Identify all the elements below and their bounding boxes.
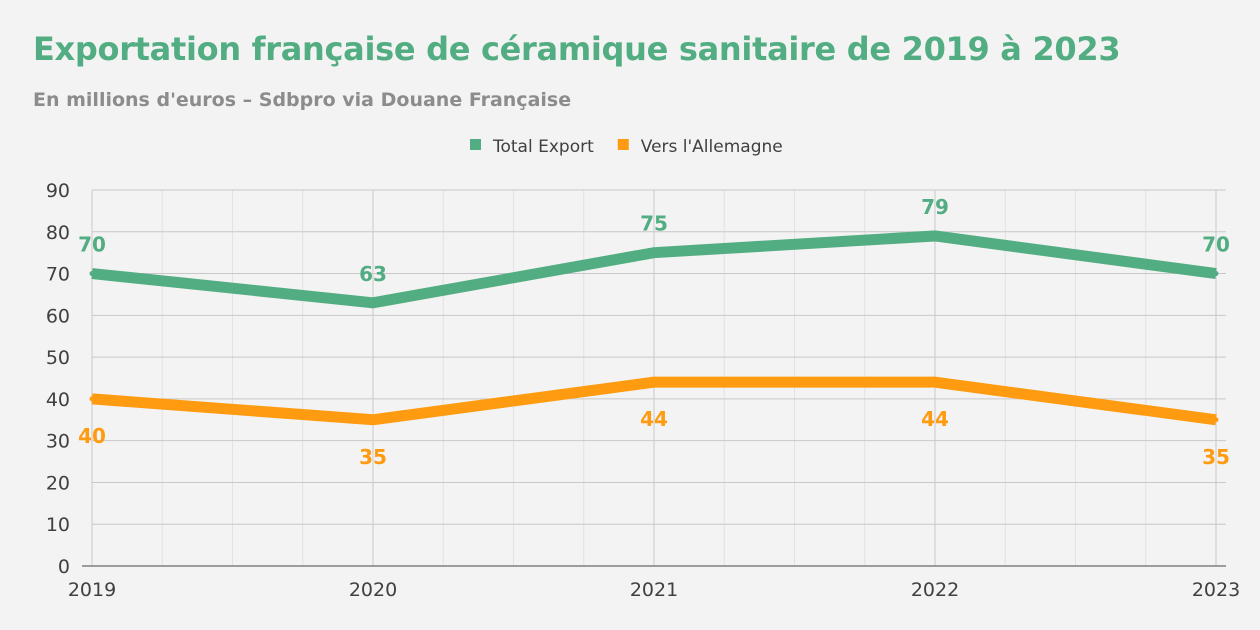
x-axis-ticks: 2019 2020 2021 2022 2023 xyxy=(68,579,1240,601)
legend-label-1: Vers l'Allemagne xyxy=(641,137,783,157)
data-label: 40 xyxy=(78,424,106,448)
chart-subtitle: En millions d'euros – Sdbpro via Douane … xyxy=(33,89,572,111)
y-tick-label: 0 xyxy=(58,556,70,578)
x-tick-label: 2021 xyxy=(630,579,678,601)
y-tick-label: 50 xyxy=(46,347,70,369)
data-point xyxy=(1213,417,1219,423)
x-tick-label: 2019 xyxy=(68,579,116,601)
data-label: 44 xyxy=(640,407,668,431)
data-point xyxy=(932,233,938,239)
y-tick-label: 40 xyxy=(46,389,70,411)
data-point xyxy=(89,271,95,277)
y-tick-label: 20 xyxy=(46,472,70,494)
legend-swatch-0 xyxy=(470,139,481,150)
x-tick-label: 2020 xyxy=(349,579,397,601)
x-tick-label: 2022 xyxy=(911,579,959,601)
series-layer xyxy=(89,230,1219,426)
data-point xyxy=(370,300,376,306)
chart-title: Exportation française de céramique sanit… xyxy=(33,30,1121,68)
x-tick-label: 2023 xyxy=(1192,579,1240,601)
data-point xyxy=(651,250,657,256)
data-point xyxy=(89,396,95,402)
y-tick-label: 60 xyxy=(46,305,70,327)
y-tick-label: 10 xyxy=(46,514,70,536)
data-point xyxy=(651,379,657,385)
data-label: 35 xyxy=(359,445,387,469)
data-point xyxy=(1213,271,1219,277)
grid-major xyxy=(91,189,1226,566)
y-axis-ticks: 0 10 20 30 40 50 60 70 80 90 xyxy=(46,180,70,578)
data-point xyxy=(932,379,938,385)
y-tick-label: 30 xyxy=(46,431,70,453)
data-label: 63 xyxy=(359,262,387,286)
legend-swatch-1 xyxy=(617,139,629,150)
data-label: 70 xyxy=(1202,233,1230,257)
y-tick-label: 90 xyxy=(46,180,70,202)
data-label: 70 xyxy=(78,233,106,257)
data-point xyxy=(370,417,376,423)
data-labels: 70 63 75 79 70 40 35 44 44 35 xyxy=(78,195,1230,469)
data-label: 44 xyxy=(921,407,949,431)
y-tick-label: 80 xyxy=(46,222,70,244)
data-label: 75 xyxy=(640,212,668,236)
data-label: 35 xyxy=(1202,445,1230,469)
legend: Total Export Vers l'Allemagne xyxy=(470,137,783,157)
y-tick-label: 70 xyxy=(46,264,70,286)
data-label: 79 xyxy=(921,195,949,219)
legend-label-0: Total Export xyxy=(492,137,594,157)
